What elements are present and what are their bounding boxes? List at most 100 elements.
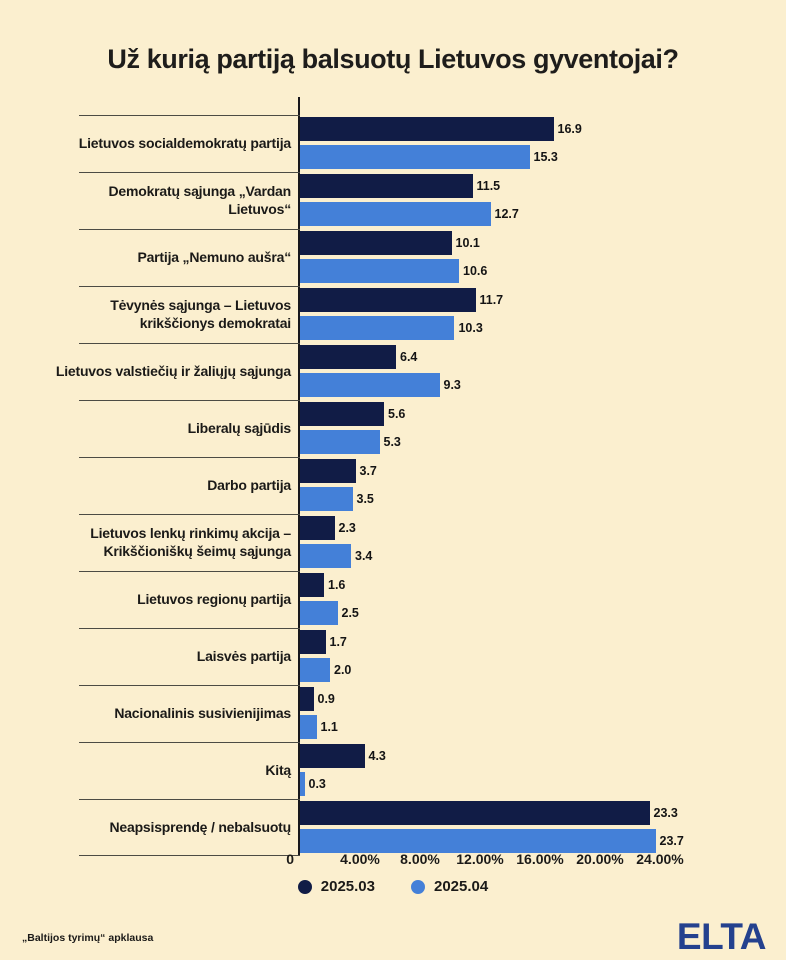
legend-dot-dark	[297, 879, 312, 894]
category-label: Lietuvos valstiečių ir žaliųjų sąjunga	[55, 362, 291, 379]
x-tick-label: 24.00%	[636, 851, 684, 867]
elta-logo: ELTA	[676, 916, 767, 957]
bar-series-2025-04: 9.3	[300, 373, 461, 397]
bar-series-2025-03: 1.7	[300, 630, 347, 654]
bar-series-2025-03: 4.3	[300, 744, 386, 768]
bar-value-label: 0.9	[317, 692, 335, 706]
bar-series-2025-03: 1.6	[300, 573, 345, 597]
bar-value-label: 4.3	[368, 749, 386, 763]
bar-value-label: 5.6	[388, 407, 406, 421]
bar-value-label: 15.3	[533, 150, 558, 164]
bar-value-label: 10.1	[455, 236, 480, 250]
bar-value-label: 5.3	[383, 435, 401, 449]
x-tick-label: 16.00%	[516, 851, 564, 867]
category-row: Tėvynės sąjunga – Lietuvos krikščionys d…	[45, 286, 690, 343]
bar-value-label: 2.3	[338, 521, 356, 535]
bar-series-2025-04: 15.3	[300, 145, 558, 169]
bar-series-2025-03: 11.5	[300, 174, 500, 198]
category-row: Neapsisprendę / nebalsuotų 23.3 23.7	[45, 799, 690, 856]
bar-series-2025-04: 23.7	[300, 829, 684, 853]
bar-series-2025-04: 12.7	[300, 202, 519, 226]
x-tick-label: 0	[286, 851, 294, 867]
bar-value-label: 1.7	[329, 635, 347, 649]
bar-value-label: 3.7	[359, 464, 377, 478]
bar-series-2025-03: 23.3	[300, 801, 678, 825]
category-row: Lietuvos lenkų rinkimų akcija – Krikščio…	[45, 514, 690, 571]
category-label: Laisvės partija	[196, 647, 291, 664]
category-row: Partija „Nemuno aušra“ 10.1 10.6	[45, 229, 690, 286]
bar-value-label: 2.5	[341, 606, 359, 620]
bar-value-label: 12.7	[494, 207, 519, 221]
category-label: Lietuvos regionų partija	[137, 590, 291, 607]
category-bars: 11.5 12.7	[300, 172, 690, 229]
bar-value-label: 1.1	[320, 720, 338, 734]
category-label: Partija „Nemuno aušra“	[137, 248, 291, 265]
legend-item-2025-04: 2025.04	[411, 878, 488, 895]
bar-series-2025-04: 3.4	[300, 544, 372, 568]
bar-value-label: 3.4	[355, 549, 373, 563]
bar-series-2025-03: 5.6	[300, 402, 405, 426]
category-label: Lietuvos lenkų rinkimų akcija – Krikščio…	[90, 525, 291, 559]
bar-series-2025-04: 2.0	[300, 658, 351, 682]
bar-value-label: 0.3	[308, 777, 326, 791]
legend-item-2025-03: 2025.03	[297, 878, 375, 895]
category-row: Darbo partija 3.7 3.5	[45, 457, 690, 514]
category-bars: 1.7 2.0	[300, 628, 690, 685]
bar-value-label: 1.6	[328, 578, 346, 592]
bar-value-label: 10.6	[463, 264, 488, 278]
category-bars: 5.6 5.3	[300, 400, 690, 457]
category-bars: 23.3 23.7	[300, 799, 690, 856]
x-tick-label: 12.00%	[456, 851, 504, 867]
bar-series-2025-04: 2.5	[300, 601, 359, 625]
bar-series-2025-04: 1.1	[300, 715, 338, 739]
category-row: Lietuvos regionų partija 1.6 2.5	[45, 571, 690, 628]
category-bars: 11.7 10.3	[300, 286, 690, 343]
category-row: Laisvės partija 1.7 2.0	[45, 628, 690, 685]
bar-series-2025-04: 5.3	[300, 430, 401, 454]
bar-series-2025-03: 11.7	[300, 288, 503, 312]
category-bars: 4.3 0.3	[300, 742, 690, 799]
category-bars: 16.9 15.3	[300, 115, 690, 172]
bar-series-2025-03: 10.1	[300, 231, 480, 255]
bar-series-2025-04: 10.3	[300, 316, 483, 340]
bar-value-label: 23.7	[659, 834, 684, 848]
legend-label: 2025.03	[320, 878, 375, 895]
x-tick-label: 8.00%	[400, 851, 440, 867]
category-label: Liberalų sąjūdis	[187, 419, 292, 436]
bar-series-2025-03: 2.3	[300, 516, 356, 540]
category-label: Demokratų sąjunga „Vardan Lietuvos“	[108, 183, 291, 217]
bar-value-label: 23.3	[653, 806, 678, 820]
bar-value-label: 10.3	[458, 321, 483, 335]
category-bars: 6.4 9.3	[300, 343, 690, 400]
bar-value-label: 9.3	[443, 378, 461, 392]
category-row: Kitą 4.3 0.3	[45, 742, 690, 799]
category-label: Tėvynės sąjunga – Lietuvos krikščionys d…	[110, 297, 291, 331]
bar-series-2025-03: 0.9	[300, 687, 335, 711]
category-label: Kitą	[265, 761, 291, 778]
category-label: Lietuvos socialdemokratų partija	[78, 134, 291, 151]
bar-value-label: 2.0	[334, 663, 352, 677]
bar-value-label: 3.5	[356, 492, 374, 506]
category-label: Darbo partija	[207, 476, 291, 493]
x-tick-label: 20.00%	[576, 851, 624, 867]
category-bars: 3.7 3.5	[300, 457, 690, 514]
source-note: „Baltijos tyrimų“ apklausa	[22, 932, 154, 944]
chart-rows: Lietuvos socialdemokratų partija 16.9 15…	[45, 115, 690, 856]
category-bars: 0.9 1.1	[300, 685, 690, 742]
category-bars: 2.3 3.4	[300, 514, 690, 571]
bar-value-label: 6.4	[400, 350, 418, 364]
category-row: Lietuvos socialdemokratų partija 16.9 15…	[45, 115, 690, 172]
bar-value-label: 16.9	[557, 122, 582, 136]
category-row: Demokratų sąjunga „Vardan Lietuvos“ 11.5…	[45, 172, 690, 229]
category-label: Nacionalinis susivienijimas	[114, 704, 291, 721]
chart-title: Už kurią partiją balsuotų Lietuvos gyven…	[107, 44, 679, 74]
bar-value-label: 11.5	[476, 179, 501, 193]
legend-label: 2025.04	[434, 878, 489, 895]
x-axis-ticks: 0 4.00% 8.00% 12.00% 16.00% 20.00% 24.00%	[286, 851, 690, 869]
category-bars: 10.1 10.6	[300, 229, 690, 286]
legend-dot-light	[411, 879, 425, 894]
category-bars: 1.6 2.5	[300, 571, 690, 628]
bar-series-2025-03: 16.9	[300, 117, 582, 141]
category-row: Nacionalinis susivienijimas 0.9 1.1	[45, 685, 690, 742]
